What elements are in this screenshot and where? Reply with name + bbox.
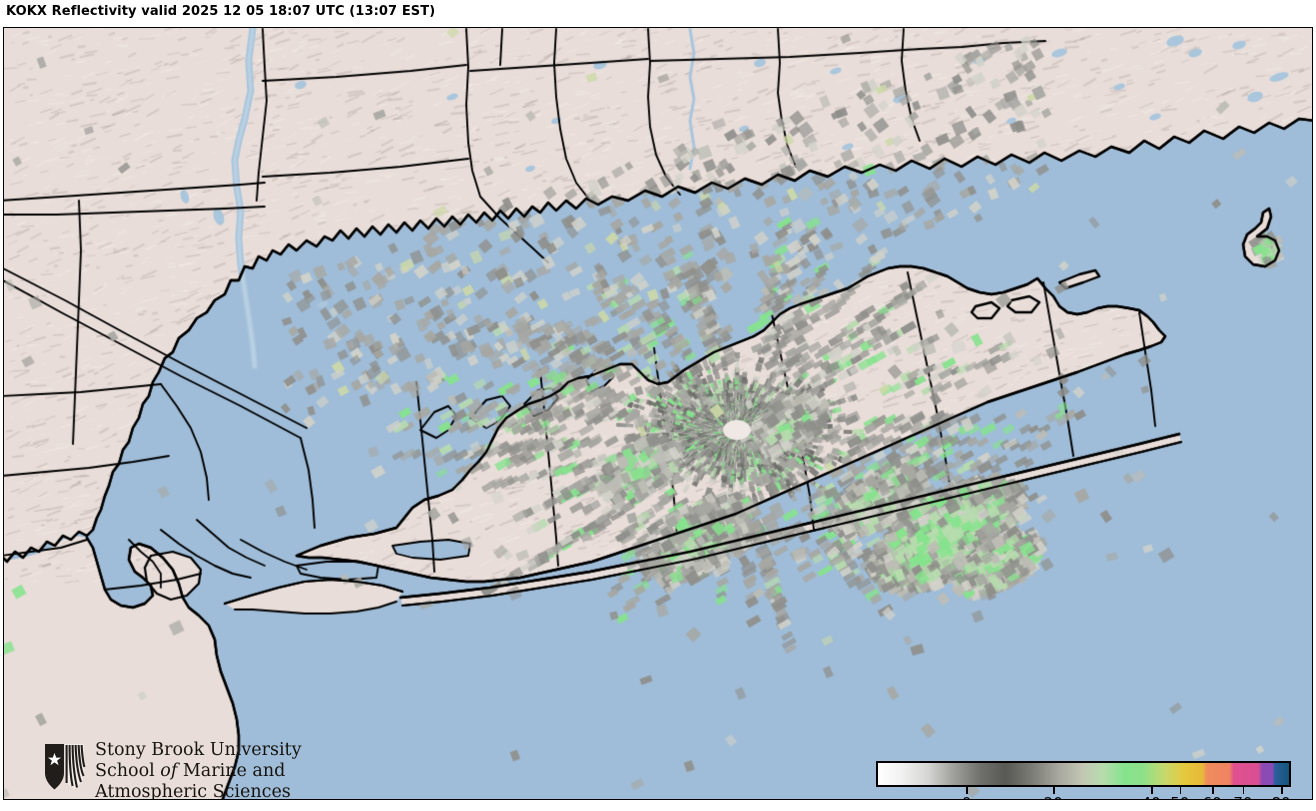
radar-map-canvas[interactable] xyxy=(4,28,1312,799)
colorbar-tick xyxy=(1179,787,1182,794)
colorbar-ticks xyxy=(876,787,1291,794)
colorbar-tick xyxy=(1242,787,1245,794)
page-title: KOKX Reflectivity valid 2025 12 05 18:07… xyxy=(6,4,436,19)
colorbar-tick xyxy=(966,787,968,794)
colorbar-tick xyxy=(1212,787,1214,794)
colorbar-labels: 0 20 40 50 60 70 80 xyxy=(876,794,1291,799)
colorbar-gradient xyxy=(878,763,1289,785)
colorbar-bar xyxy=(876,761,1291,787)
colorbar-tick-label: 0 xyxy=(962,794,972,799)
colorbar-tick-label: 50 xyxy=(1170,794,1189,799)
colorbar-tick-label: 20 xyxy=(1044,794,1063,799)
colorbar-tick-label: 70 xyxy=(1233,794,1252,799)
radar-map-frame[interactable]: Stony Brook University School of Marine … xyxy=(3,27,1313,800)
colorbar-tick-label: 80 xyxy=(1271,794,1290,799)
colorbar-tick xyxy=(1281,787,1283,794)
colorbar-tick-label: 60 xyxy=(1203,794,1222,799)
colorbar-tick xyxy=(1151,787,1153,794)
reflectivity-colorbar: 0 20 40 50 60 70 80 xyxy=(876,761,1291,799)
colorbar-tick-label: 40 xyxy=(1142,794,1161,799)
colorbar-tick xyxy=(1053,787,1055,794)
